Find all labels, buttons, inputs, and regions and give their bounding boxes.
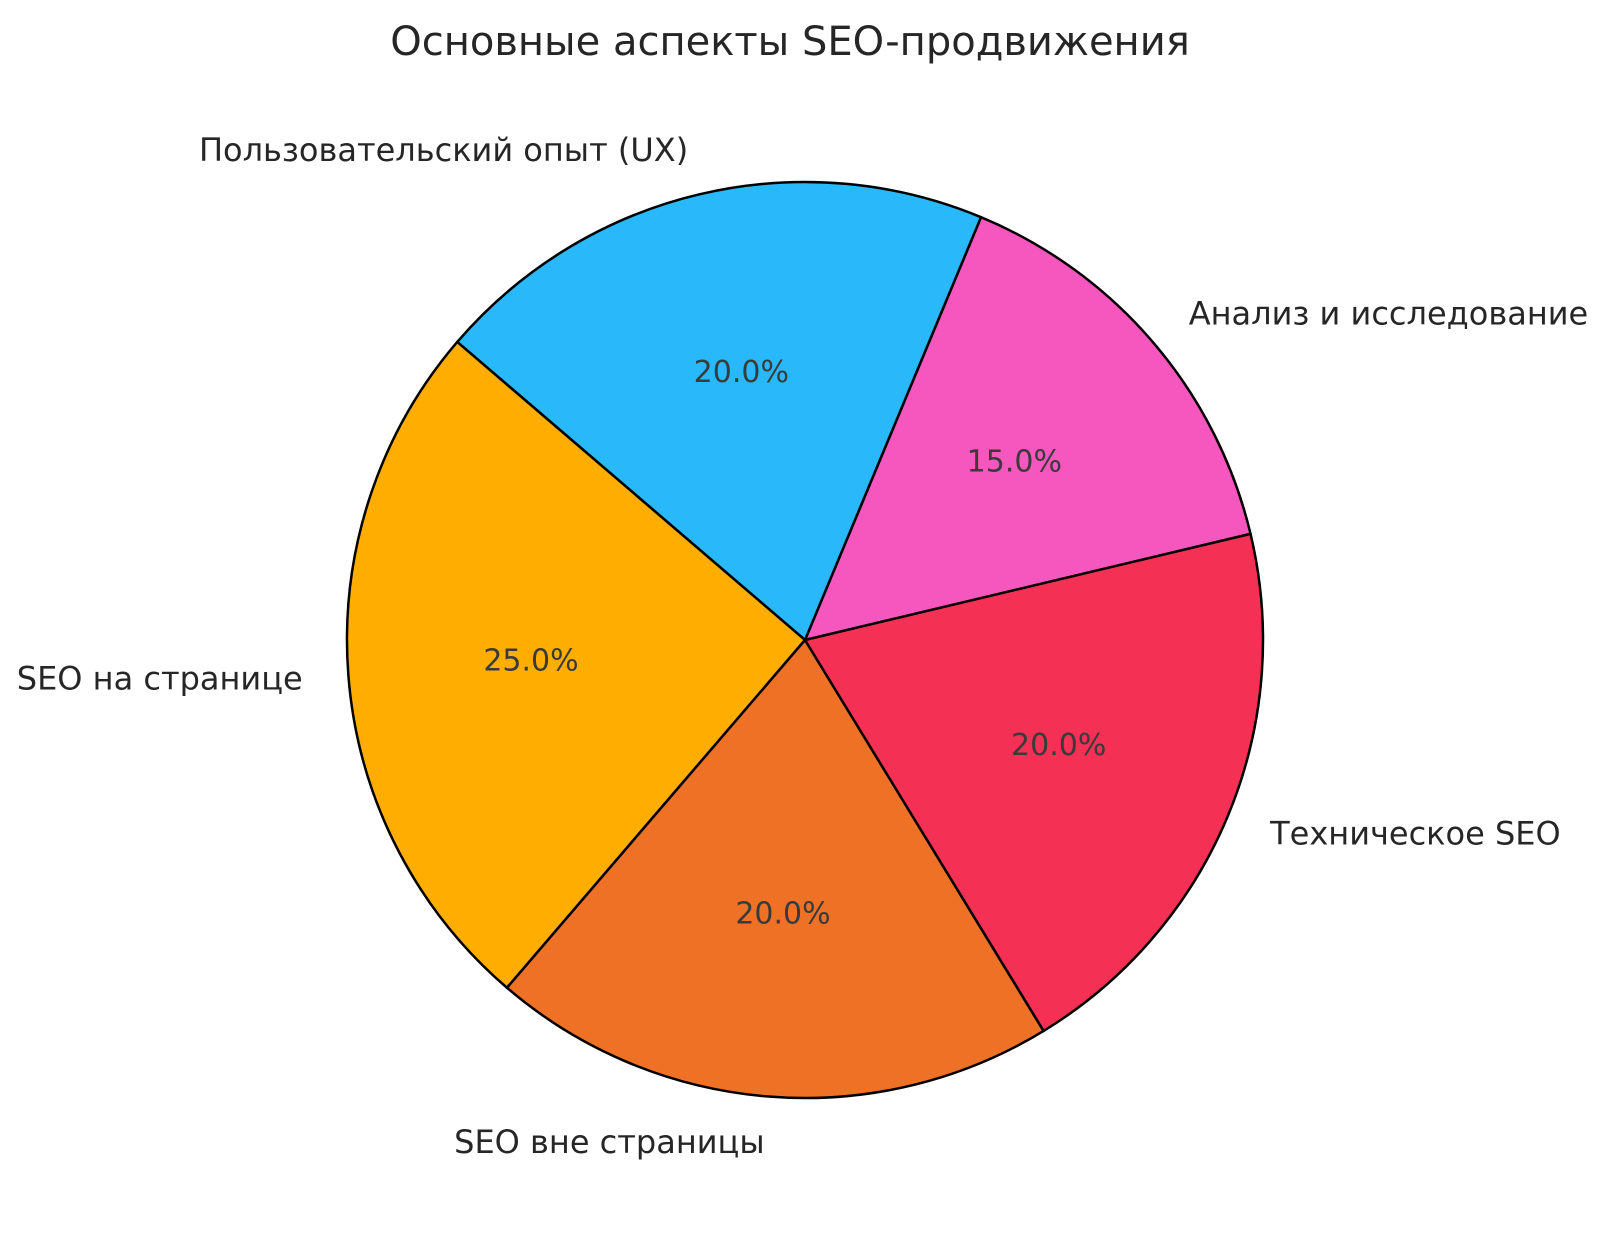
pie-percent-label-5: 20.0%	[1011, 728, 1106, 763]
pie-slice-1	[803, 215, 1252, 642]
pie-percent-label-3: 25.0%	[483, 644, 578, 679]
pie-slice-4	[505, 638, 1045, 1100]
pie-category-label-5: Техническое SEO	[1269, 815, 1561, 853]
pie-slice-3	[345, 340, 807, 989]
pie-category-label-2: Пользовательский опыт (UX)	[199, 131, 688, 169]
pie-category-label-1: Анализ и исследование	[1189, 295, 1589, 333]
pie-percent-label-4: 20.0%	[735, 896, 830, 931]
pie-category-label-3: SEO на странице	[17, 660, 303, 698]
pie-slice-2	[456, 180, 983, 642]
pie-percent-label-2: 20.0%	[694, 355, 789, 390]
pie-group: 15.0% Анализ и исследование 20.0% Пользоват…	[17, 131, 1588, 1161]
pie-percent-label-1: 15.0%	[967, 444, 1062, 479]
chart-title: Основные аспекты SEO-продвижения	[390, 19, 1190, 65]
pie-category-label-4: SEO вне страницы	[454, 1123, 764, 1161]
pie-slice-5	[803, 532, 1265, 1033]
